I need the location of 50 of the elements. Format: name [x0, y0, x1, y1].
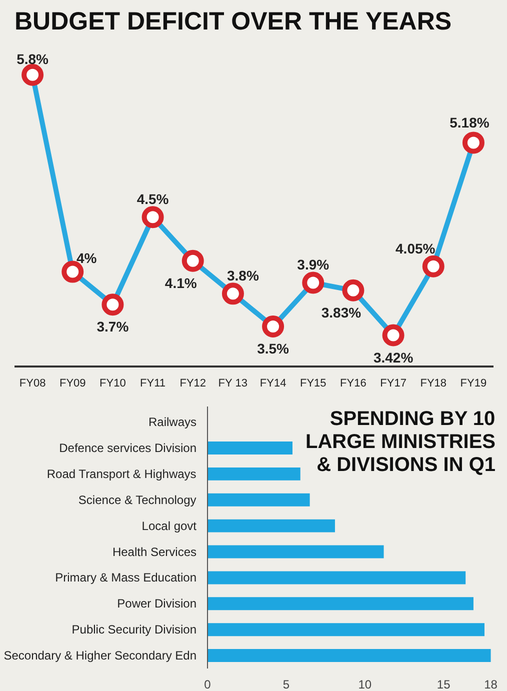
- data-label: 5.8%: [16, 50, 50, 67]
- bar: [208, 597, 474, 610]
- bar: [208, 519, 335, 532]
- data-label: 3.8%: [227, 268, 260, 284]
- x-tick-label: FY11: [140, 378, 166, 390]
- data-label: 4.1%: [164, 274, 198, 291]
- y-tick-label: Local govt: [142, 518, 198, 533]
- data-label: 4%: [76, 250, 98, 266]
- x-tick-label: FY17: [380, 378, 406, 390]
- x-tick-label: 5: [282, 678, 290, 691]
- bar: [208, 649, 491, 662]
- bar: [208, 623, 484, 636]
- data-label: 3.42%: [373, 349, 414, 366]
- y-tick-label: Railways: [148, 415, 197, 430]
- y-tick-label: Primary & Mass Education: [55, 570, 197, 585]
- x-tick-label: FY18: [420, 378, 447, 390]
- bar: [208, 442, 292, 454]
- x-tick-label: 0: [204, 678, 212, 691]
- chart-title: BUDGET DEFICIT OVER THE YEARS: [14, 8, 452, 36]
- data-label: 3.9%: [297, 256, 330, 273]
- text: SPENDING BY 10 LARGE MINISTRIES & DIVISIONS IN Q1: [305, 408, 496, 476]
- data-label: 3.83%: [321, 304, 362, 320]
- data-label: 4.5%: [136, 191, 170, 208]
- data-label: 3.5%: [257, 340, 290, 356]
- data-label: 3.7%: [96, 318, 130, 335]
- x-tick-label: FY16: [340, 378, 366, 390]
- x-tick-label: FY10: [100, 378, 126, 390]
- y-tick-label: Health Services: [112, 544, 197, 559]
- x-tick-label: FY12: [180, 378, 206, 390]
- data-label: 5.18%: [450, 114, 490, 131]
- bar: [208, 467, 300, 480]
- y-tick-label: Public Security Division: [72, 622, 197, 637]
- data-label: 4.05%: [396, 240, 436, 256]
- x-tick-label: 10: [358, 678, 372, 691]
- x-tick-label: FY14: [260, 378, 286, 390]
- bar: [208, 545, 384, 558]
- x-tick-label: 18: [484, 678, 498, 691]
- x-tick-label: FY09: [59, 378, 86, 390]
- x-tick-label: FY 13: [218, 378, 248, 390]
- y-tick-label: Secondary & Higher Secondary Edn: [4, 648, 196, 663]
- y-tick-label: Road Transport & Highways: [46, 466, 196, 481]
- bar: [208, 571, 466, 584]
- y-tick-label: Power Division: [117, 596, 196, 611]
- y-tick-label: Defence services Division: [59, 441, 197, 456]
- x-tick-label: FY08: [19, 378, 46, 390]
- x-tick-label: 15: [436, 678, 451, 691]
- y-tick-label: Science & Technology: [78, 492, 196, 507]
- bar: [208, 493, 310, 506]
- x-tick-label: FY15: [300, 378, 326, 390]
- x-tick-label: FY19: [460, 378, 487, 390]
